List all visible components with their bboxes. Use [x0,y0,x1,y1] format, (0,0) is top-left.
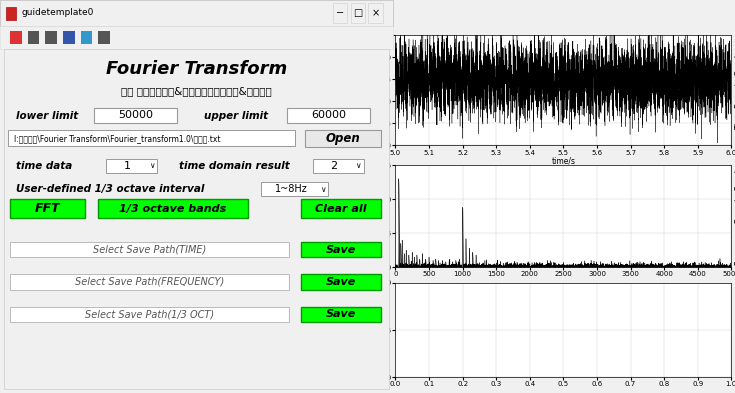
Text: 2: 2 [330,161,337,171]
Text: ∨: ∨ [148,162,154,170]
FancyBboxPatch shape [81,31,93,44]
Text: −: − [336,8,344,18]
Text: Open: Open [326,132,360,145]
Text: 60000: 60000 [311,110,346,120]
X-axis label: time/s: time/s [551,157,576,166]
Text: lower limit: lower limit [15,111,78,121]
FancyBboxPatch shape [63,31,75,44]
FancyBboxPatch shape [46,31,57,44]
FancyBboxPatch shape [10,274,289,290]
Text: Clear all: Clear all [315,204,367,214]
FancyBboxPatch shape [301,242,381,257]
FancyBboxPatch shape [333,3,347,23]
FancyBboxPatch shape [98,199,248,218]
Text: I:车机程序\Fourier Transform\Fourier_transform1.0\轮机力.txt: I:车机程序\Fourier Transform\Fourier_transfo… [14,134,220,143]
Text: Fourier Transform: Fourier Transform [106,60,287,78]
FancyBboxPatch shape [368,3,383,23]
Text: Select Save Path(TIME): Select Save Path(TIME) [93,244,206,255]
Text: time domain result: time domain result [179,161,290,171]
Text: 1~8Hz: 1~8Hz [275,184,308,194]
Text: ∨: ∨ [355,162,361,170]
FancyBboxPatch shape [312,159,364,173]
Text: Save: Save [326,244,356,255]
FancyBboxPatch shape [4,49,390,389]
Text: Save: Save [326,277,356,287]
FancyBboxPatch shape [8,130,295,146]
Text: ×: × [371,8,379,18]
FancyBboxPatch shape [0,0,393,26]
FancyBboxPatch shape [301,307,381,322]
FancyBboxPatch shape [0,26,393,49]
FancyBboxPatch shape [106,159,157,173]
FancyBboxPatch shape [27,31,40,44]
Text: Select Save Path(FREQUENCY): Select Save Path(FREQUENCY) [75,277,224,287]
FancyBboxPatch shape [301,199,381,218]
FancyBboxPatch shape [301,274,381,290]
Text: upper limit: upper limit [204,111,268,121]
Text: User-defined 1/3 octave interval: User-defined 1/3 octave interval [15,184,204,195]
Text: 1/3 octave bands: 1/3 octave bands [119,204,226,214]
Text: Select Save Path(1/3 OCT): Select Save Path(1/3 OCT) [85,309,214,320]
FancyBboxPatch shape [6,7,15,20]
FancyBboxPatch shape [10,199,85,218]
Text: Save: Save [326,309,356,320]
FancyBboxPatch shape [94,108,177,123]
Text: 鸣谢 梦渔湖欧柴人&南有乔木，不可休想&马路飞燕: 鸣谢 梦渔湖欧柴人&南有乔木，不可休想&马路飞燕 [121,86,272,96]
FancyBboxPatch shape [287,108,370,123]
FancyBboxPatch shape [351,3,365,23]
FancyBboxPatch shape [262,182,329,196]
FancyBboxPatch shape [98,31,110,44]
Text: □: □ [354,8,362,18]
FancyBboxPatch shape [10,242,289,257]
Text: FFT: FFT [35,202,60,215]
FancyBboxPatch shape [10,307,289,322]
Text: guidetemplate0: guidetemplate0 [21,9,94,17]
Text: time data: time data [15,161,72,171]
Text: 50000: 50000 [118,110,153,120]
FancyBboxPatch shape [305,130,381,147]
FancyBboxPatch shape [10,31,21,44]
Text: ∨: ∨ [320,185,326,193]
Text: 1: 1 [124,161,131,171]
